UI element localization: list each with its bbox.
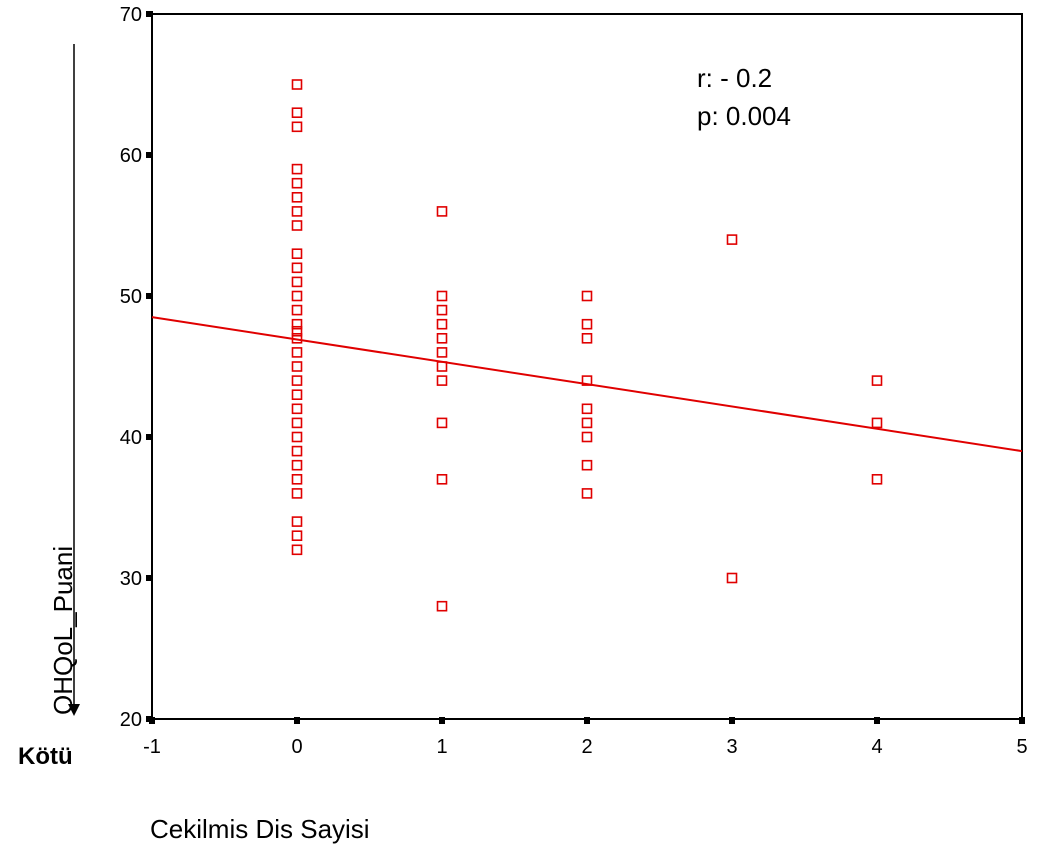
data-points bbox=[291, 79, 883, 612]
x-axis-title: Cekilmis Dis Sayisi bbox=[150, 814, 370, 844]
data-point bbox=[291, 177, 303, 189]
y-tick-mark bbox=[146, 434, 153, 440]
data-point bbox=[871, 375, 883, 386]
y-tick-mark bbox=[146, 152, 153, 158]
x-tick-label: 3 bbox=[726, 736, 737, 758]
data-point bbox=[291, 530, 303, 542]
data-point bbox=[436, 417, 448, 429]
x-tick-mark bbox=[439, 717, 445, 724]
y-tick-label: 30 bbox=[120, 568, 142, 590]
data-point bbox=[871, 417, 883, 429]
fit-line-group bbox=[151, 316, 1023, 453]
data-point bbox=[436, 600, 448, 612]
data-point bbox=[436, 206, 448, 217]
data-point bbox=[726, 234, 738, 245]
data-point bbox=[291, 248, 303, 259]
x-tick-label: 2 bbox=[581, 736, 592, 758]
x-tick-label: 4 bbox=[871, 736, 882, 758]
data-point bbox=[291, 473, 303, 485]
data-point bbox=[436, 347, 448, 358]
data-point bbox=[291, 304, 303, 316]
p-annotation: p: 0.004 bbox=[697, 101, 791, 131]
x-tick-mark bbox=[1019, 717, 1025, 724]
data-point bbox=[291, 220, 303, 231]
data-point bbox=[726, 572, 738, 584]
y-tick-mark bbox=[146, 11, 153, 17]
x-tick-mark bbox=[584, 717, 590, 724]
y-tick-mark bbox=[146, 716, 153, 722]
r-annotation: r: - 0.2 bbox=[697, 63, 772, 93]
data-point bbox=[291, 459, 303, 471]
x-tick-label: 5 bbox=[1016, 736, 1027, 758]
y-tick-label: 20 bbox=[120, 709, 142, 731]
y-axis-arrow-head bbox=[68, 704, 80, 716]
x-tick-mark bbox=[294, 717, 300, 724]
data-point bbox=[291, 488, 303, 499]
data-point bbox=[436, 473, 448, 485]
y-axis-title: OHQoL_Puani bbox=[48, 546, 78, 715]
data-point bbox=[581, 403, 593, 415]
y-tick-mark bbox=[146, 293, 153, 299]
data-point bbox=[436, 290, 448, 302]
data-point bbox=[581, 290, 593, 302]
fit-line bbox=[151, 316, 1023, 453]
x-tick-mark bbox=[874, 717, 880, 724]
x-tick-mark bbox=[729, 717, 735, 724]
axis-ticks: -1 0 1 2 3 4 5 20 30 40 50 60 70 bbox=[120, 4, 1028, 758]
data-point bbox=[291, 163, 303, 175]
y-tick-label: 70 bbox=[120, 4, 142, 26]
x-tick-label: 0 bbox=[291, 736, 302, 758]
data-point bbox=[291, 544, 303, 556]
data-point bbox=[291, 516, 303, 527]
data-point bbox=[291, 403, 303, 415]
data-point bbox=[871, 473, 883, 485]
data-point bbox=[291, 361, 303, 372]
data-point bbox=[291, 276, 303, 288]
data-point bbox=[436, 318, 448, 330]
x-tick-label: -1 bbox=[143, 736, 161, 758]
data-point bbox=[436, 332, 448, 344]
data-point bbox=[581, 459, 593, 471]
data-point bbox=[581, 332, 593, 344]
data-point bbox=[436, 361, 448, 372]
data-point bbox=[581, 375, 593, 386]
data-point bbox=[291, 375, 303, 386]
data-point bbox=[581, 488, 593, 499]
y-tick-mark bbox=[146, 575, 153, 581]
data-point bbox=[291, 121, 303, 133]
data-point bbox=[291, 347, 303, 358]
data-point bbox=[291, 262, 303, 274]
data-point bbox=[291, 417, 303, 429]
data-point bbox=[291, 445, 303, 457]
y-tick-label: 40 bbox=[120, 427, 142, 449]
data-point bbox=[581, 431, 593, 443]
data-point bbox=[291, 431, 303, 443]
y-tick-label: 50 bbox=[120, 286, 142, 308]
data-point bbox=[291, 107, 303, 118]
data-point bbox=[291, 389, 303, 401]
data-point bbox=[291, 290, 303, 302]
data-point bbox=[291, 192, 303, 203]
data-point bbox=[436, 375, 448, 386]
plot-frame bbox=[151, 13, 1023, 720]
data-point bbox=[581, 417, 593, 429]
data-point bbox=[291, 79, 303, 90]
data-point bbox=[291, 206, 303, 217]
data-point bbox=[291, 332, 303, 344]
data-point bbox=[291, 325, 303, 337]
data-point bbox=[436, 304, 448, 316]
y-tick-label: 60 bbox=[120, 145, 142, 167]
data-point bbox=[581, 318, 593, 330]
y-axis-bottom-label: Kötü bbox=[18, 743, 73, 770]
x-tick-label: 1 bbox=[436, 736, 447, 758]
data-point bbox=[291, 318, 303, 330]
